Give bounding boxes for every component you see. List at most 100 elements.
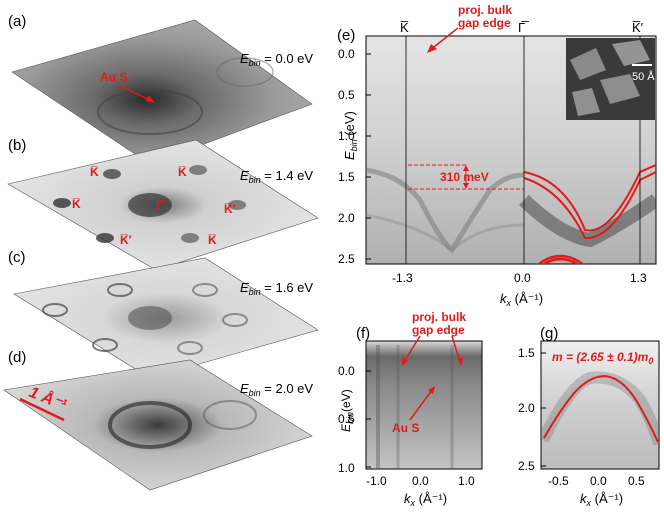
ytick: 2.0: [338, 211, 355, 225]
panel-c: (c) Ebin = 1.6 eV: [8, 249, 319, 379]
point-k4: K̅: [208, 233, 217, 247]
panel-c-pocket-4: [222, 313, 248, 327]
point-k2: K̅: [178, 165, 187, 179]
panel-c-pocket-6: [177, 341, 203, 355]
panel-e-annotation-line2: gap edge: [458, 16, 511, 30]
point-k1: K̅: [90, 165, 99, 179]
panel-f-label: (f): [356, 325, 370, 342]
panel-f-arrow-right: [451, 335, 461, 363]
panel-a-map: [11, 19, 313, 165]
panel-b-label: (b): [8, 137, 26, 154]
panel-d-ebin: Ebin = 2.0 eV: [240, 381, 313, 398]
ytick: 1.5: [338, 170, 355, 184]
panel-f-annotation2: Au S: [392, 421, 419, 435]
panel-a-contour: [216, 57, 274, 87]
inset-island-2: [612, 40, 650, 66]
panel-b-spot-k4: [228, 200, 246, 210]
panel-f-annotation-line2: gap edge: [412, 323, 465, 337]
panel-e-splitting: 310 meV: [440, 170, 489, 184]
panel-e-inset: 50 Å: [566, 38, 655, 120]
ytick: 2.0: [518, 401, 535, 415]
panel-e-ytick-marks: [366, 53, 371, 260]
panel-g-ytick-marks: [541, 352, 546, 467]
panel-d-contour: [203, 400, 257, 430]
panel-e-top-kprime: K̅′: [632, 20, 644, 35]
panel-a-label: (a): [8, 13, 26, 30]
point-kp1: K̅′: [224, 202, 236, 216]
panel-e-top-gamma: Γ̅: [518, 20, 529, 35]
panel-a-arrowhead: [145, 95, 155, 103]
panel-c-ebin: Ebin = 1.6 eV: [240, 280, 313, 297]
panel-e-fit-2: [523, 171, 656, 240]
panel-e-arrowhead: [427, 44, 437, 53]
panel-g-mass: m = (2.65 ± 0.1)m0: [552, 350, 653, 366]
panel-g-fit: [543, 374, 659, 443]
xtick: 0.5: [628, 474, 645, 488]
panel-a: (a) Au S Ebin = 0.0 eV: [8, 13, 313, 165]
panel-e: (e) K̅ Γ̅ K̅′ proj. bulk gap edge: [337, 3, 657, 308]
ytick: 1.5: [518, 346, 535, 360]
panel-b-ebin: Ebin = 1.4 eV: [240, 168, 313, 185]
panel-f: (f) proj. bulk gap edge Au S 0.0 0.5 1.0…: [338, 310, 483, 508]
panel-f-arrow-left: [403, 335, 421, 363]
ytick: 0.0: [338, 364, 355, 378]
panel-f-ylabel: Ebin(eV): [339, 389, 355, 432]
panel-e-split-head-top: [463, 165, 469, 171]
panel-f-arrowhead-left: [402, 357, 408, 366]
ytick: 1.0: [338, 461, 355, 475]
panel-f-arrowhead-aus: [428, 386, 435, 394]
point-kp2: K̅′: [120, 233, 132, 247]
xtick: 0.0: [514, 271, 531, 285]
panel-d: (d) 1 Å⁻¹ Ebin = 2.0 eV: [3, 349, 313, 491]
panel-g-xlabel: kx (Å⁻¹): [580, 491, 623, 508]
panel-e-ylabel: Ebin (eV): [342, 111, 359, 160]
inset-island-3: [600, 74, 640, 104]
panel-g: (g) m = (2.65 ± 0.1)m0 1.5 2.0 2.5 -0.5 …: [518, 325, 660, 508]
panel-a-ebin: Ebin = 0.0 eV: [240, 51, 313, 68]
panel-d-map: [3, 359, 313, 491]
panel-f-xlabel: kx (Å⁻¹): [404, 491, 447, 508]
xtick: 1.3: [630, 271, 647, 285]
panel-c-pocket-1: [107, 283, 133, 297]
panel-e-fit-3: [536, 254, 585, 264]
panel-e-fit-1: [523, 164, 656, 232]
inset-island-1: [570, 48, 606, 80]
xtick: 1.0: [458, 474, 475, 488]
panel-f-annotation-line1: proj. bulk: [412, 310, 466, 324]
xtick: 0.0: [590, 474, 607, 488]
ytick: 1.0: [338, 129, 355, 143]
panel-b-spot-k2: [189, 165, 207, 175]
panel-a-annotation: Au S: [100, 70, 127, 84]
panel-e-annotation-line1: proj. bulk: [458, 3, 512, 17]
panel-c-pocket-3: [192, 283, 218, 297]
panel-b-spot-k6: [181, 233, 199, 243]
panel-f-ytick-marks: [366, 370, 371, 468]
panel-c-pocket-2: [42, 303, 68, 317]
panel-f-arrowhead-right: [457, 358, 463, 366]
panel-c-center: [128, 306, 172, 330]
ytick: 0.0: [338, 47, 355, 61]
panel-e-label: (e): [337, 27, 355, 44]
panel-b-spot-k5: [96, 233, 114, 243]
panel-e-band-dark: [519, 194, 656, 248]
panel-c-pocket-5: [92, 338, 118, 352]
panel-b-spot-k1: [103, 169, 121, 179]
panel-e-xlabel: kx (Å⁻¹): [500, 291, 543, 308]
panel-f-arrow-aus: [409, 389, 433, 421]
ytick: 2.5: [518, 459, 535, 473]
panel-a-ring: [97, 89, 203, 135]
ytick: 0.5: [338, 412, 355, 426]
panel-c-label: (c): [8, 249, 26, 266]
panel-g-label: (g): [540, 325, 558, 342]
panel-e-split-head-bottom: [463, 183, 469, 189]
xtick: -1.0: [366, 474, 387, 488]
ytick: 0.5: [338, 88, 355, 102]
panel-d-label: (d): [8, 349, 26, 366]
ytick: 2.5: [338, 252, 355, 266]
panel-d-scale-bar: [19, 397, 65, 422]
inset-island-4: [572, 88, 600, 116]
panel-e-arrow: [429, 27, 459, 51]
xtick: -0.5: [548, 474, 569, 488]
panel-b-center: [128, 193, 172, 217]
